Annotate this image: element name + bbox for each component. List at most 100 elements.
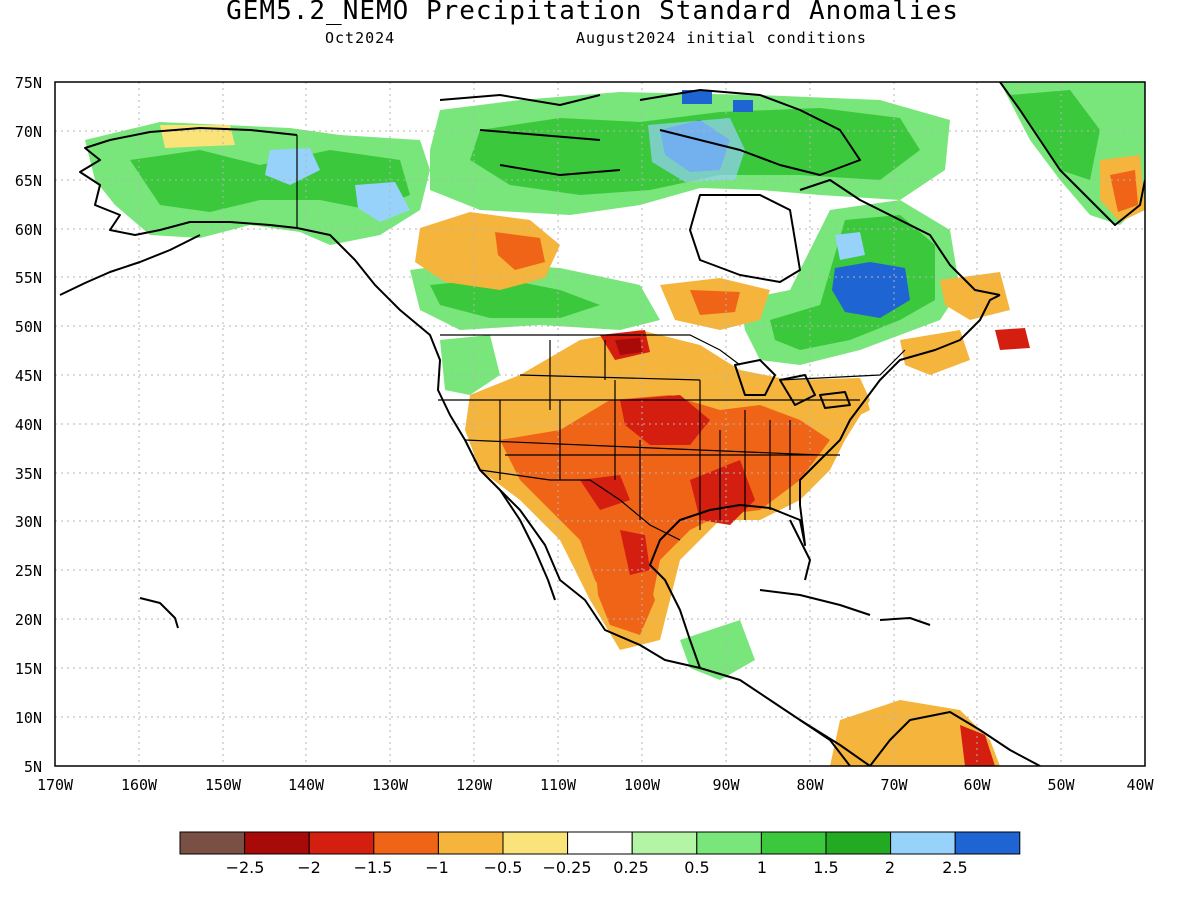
florida: [789, 519, 811, 581]
colorbar-swatch-4: [437, 831, 504, 855]
colorbar-swatch-11: [890, 831, 956, 855]
cbar-label-0.25: 0.25: [613, 858, 649, 877]
yukon-wet-core: [265, 148, 320, 185]
baja-california: [499, 489, 556, 601]
anomaly-fields: [85, 82, 1145, 766]
cbar-label-0.5: 0.5: [684, 858, 709, 877]
colorbar-swatch-10: [825, 831, 892, 855]
lon-label-70w: 70W: [880, 776, 908, 794]
latitude-labels: 75N 70N 65N 60N 55N 50N 45N 40N 35N 30N …: [15, 74, 42, 776]
lat-label-30n: 30N: [15, 513, 42, 531]
hawaii: [139, 597, 179, 629]
hispaniola: [879, 617, 931, 626]
hudson-bay-coast: [689, 194, 801, 283]
great-lakes-dry: [800, 378, 870, 425]
quebec-wet-light: [835, 232, 865, 260]
colorbar-labels: −2.5 −2 −1.5 −1 −0.5 −0.25 0.25 0.5 1 1.…: [226, 858, 968, 877]
us-mexico-border: [479, 469, 681, 541]
greenland-coast: [999, 82, 1145, 226]
lon-label-100w: 100W: [624, 776, 661, 794]
western-canada-dry: [415, 212, 560, 290]
gulf-coast-dry-strong: [690, 460, 755, 525]
longitude-labels: 170W 160W 150W 140W 130W 120W 110W 100W …: [37, 776, 1155, 794]
us-canada-border: [440, 334, 906, 381]
labrador-dry: [940, 272, 1010, 320]
lat-label-15n: 15N: [15, 660, 42, 678]
colorbar-swatch-12: [954, 831, 1021, 855]
labrador-coast: [799, 179, 1001, 296]
lat-label-5n: 5N: [24, 758, 42, 776]
lon-label-90w: 90W: [712, 776, 740, 794]
lon-label-80w: 80W: [796, 776, 824, 794]
central-america-wet: [680, 620, 755, 680]
alaska-north-dry: [160, 125, 235, 148]
forecast-month: Oct2024: [325, 29, 396, 47]
lon-label-120w: 120W: [456, 776, 493, 794]
lat-label-45n: 45N: [15, 367, 42, 385]
us-dry-core: [500, 395, 830, 620]
lat-label-10n: 10N: [15, 709, 42, 727]
cbar-label-2: 2: [885, 858, 895, 877]
texas-dry-strong: [580, 475, 630, 510]
lon-label-50w: 50W: [1047, 776, 1075, 794]
west-coast-wet: [440, 335, 500, 395]
north-dakota-dry-extreme: [615, 338, 642, 355]
lon-label-130w: 130W: [372, 776, 409, 794]
ontario-dry-core: [690, 290, 740, 315]
colorbar-swatch-3: [373, 831, 439, 855]
chart-title: GEM5.2_NEMO Precipitation Standard Anoma…: [226, 0, 959, 26]
lon-label-170w: 170W: [37, 776, 74, 794]
arctic-blue-cell-2: [733, 100, 753, 112]
colorbar-swatch-7: [631, 831, 698, 855]
colorbar-swatch-1: [244, 831, 310, 855]
arctic-blue-cell-1: [682, 90, 712, 104]
cbar-label-neg1.5: −1.5: [354, 858, 393, 877]
alaska-wet-core: [130, 150, 410, 212]
baffin-coast: [639, 89, 861, 176]
aleutians: [59, 234, 201, 296]
colorbar-swatch-6: [567, 831, 633, 855]
lon-label-40w: 40W: [1126, 776, 1154, 794]
lon-label-150w: 150W: [205, 776, 242, 794]
lat-label-60n: 60N: [15, 221, 42, 239]
lat-label-35n: 35N: [15, 465, 42, 483]
colorbar-swatch-9: [760, 831, 827, 855]
north-america-coast: [296, 227, 871, 766]
coastlines: [59, 82, 1145, 766]
lat-label-25n: 25N: [15, 562, 42, 580]
cbar-label-2.5: 2.5: [942, 858, 967, 877]
colorbar-swatch-5: [502, 831, 569, 855]
western-canada-dry-core: [495, 232, 545, 270]
alaska-coastline: [79, 127, 298, 236]
colorbar: [179, 831, 1021, 855]
south-america-dry-core: [960, 725, 995, 766]
lon-label-60w: 60W: [963, 776, 991, 794]
map-frame: [54, 81, 1146, 767]
lat-label-75n: 75N: [15, 74, 42, 92]
lat-label-65n: 65N: [15, 172, 42, 190]
bc-wet-core: [355, 182, 410, 222]
lat-label-70n: 70N: [15, 123, 42, 141]
maritimes-dry: [900, 330, 970, 375]
political-borders: [296, 135, 906, 541]
lon-label-160w: 160W: [121, 776, 158, 794]
lat-label-20n: 20N: [15, 611, 42, 629]
cbar-label-neg1: −1: [425, 858, 449, 877]
cbar-label-neg2: −2: [297, 858, 321, 877]
quebec-wet-blue: [832, 262, 910, 318]
lon-label-140w: 140W: [288, 776, 325, 794]
great-lakes: [734, 359, 851, 409]
colorbar-swatch-8: [696, 831, 762, 855]
gulf-of-mexico-coast: [649, 294, 1001, 766]
cuba: [759, 589, 871, 616]
cbar-label-neg0.25: −0.25: [542, 858, 591, 877]
lat-label-40n: 40N: [15, 416, 42, 434]
cbar-label-1.5: 1.5: [813, 858, 838, 877]
cbar-label-1: 1: [757, 858, 767, 877]
lon-label-110w: 110W: [540, 776, 577, 794]
greenland-wet-core: [1010, 90, 1100, 180]
lat-label-50n: 50N: [15, 318, 42, 336]
lat-label-55n: 55N: [15, 269, 42, 287]
south-america-coast: [869, 711, 1041, 766]
arctic-islands: [439, 94, 621, 176]
